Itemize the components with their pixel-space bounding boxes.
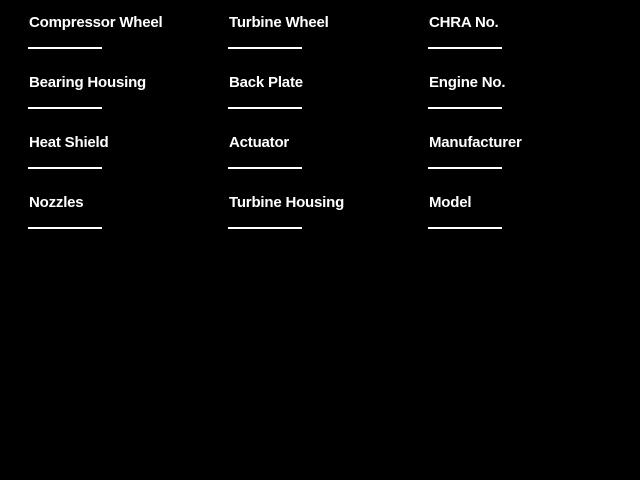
field-label: Actuator xyxy=(229,134,290,151)
field-manufacturer[interactable]: Manufacturer xyxy=(428,134,628,194)
field-label: Heat Shield xyxy=(29,134,109,151)
field-back-plate[interactable]: Back Plate xyxy=(228,74,428,134)
field-write-in-rule[interactable] xyxy=(28,227,102,229)
field-turbine-housing[interactable]: Turbine Housing xyxy=(228,194,428,254)
field-write-in-rule[interactable] xyxy=(428,227,502,229)
field-write-in-rule[interactable] xyxy=(228,227,302,229)
field-write-in-rule[interactable] xyxy=(428,107,502,109)
field-label: Turbine Wheel xyxy=(229,14,329,31)
field-turbine-wheel[interactable]: Turbine Wheel xyxy=(228,14,428,74)
field-label: Manufacturer xyxy=(429,134,522,151)
field-label: Bearing Housing xyxy=(29,74,147,91)
field-compressor-wheel[interactable]: Compressor Wheel xyxy=(28,14,228,74)
field-label: Turbine Housing xyxy=(229,194,345,211)
field-grid: Compressor Wheel Turbine Wheel CHRA No. … xyxy=(28,14,612,254)
field-write-in-rule[interactable] xyxy=(28,47,102,49)
field-label: Back Plate xyxy=(229,74,303,91)
field-engine-no[interactable]: Engine No. xyxy=(428,74,628,134)
field-write-in-rule[interactable] xyxy=(228,107,302,109)
field-write-in-rule[interactable] xyxy=(428,47,502,49)
field-label: Nozzles xyxy=(29,194,84,211)
field-write-in-rule[interactable] xyxy=(28,107,102,109)
field-label: CHRA No. xyxy=(429,14,499,31)
field-write-in-rule[interactable] xyxy=(428,167,502,169)
field-write-in-rule[interactable] xyxy=(28,167,102,169)
field-label: Model xyxy=(429,194,472,211)
field-write-in-rule[interactable] xyxy=(228,47,302,49)
field-model[interactable]: Model xyxy=(428,194,628,254)
field-bearing-housing[interactable]: Bearing Housing xyxy=(28,74,228,134)
field-write-in-rule[interactable] xyxy=(228,167,302,169)
field-heat-shield[interactable]: Heat Shield xyxy=(28,134,228,194)
field-actuator[interactable]: Actuator xyxy=(228,134,428,194)
field-chra-no[interactable]: CHRA No. xyxy=(428,14,628,74)
field-label: Engine No. xyxy=(429,74,506,91)
empty-lower-area xyxy=(0,240,640,480)
field-label: Compressor Wheel xyxy=(29,14,163,31)
field-nozzles[interactable]: Nozzles xyxy=(28,194,228,254)
